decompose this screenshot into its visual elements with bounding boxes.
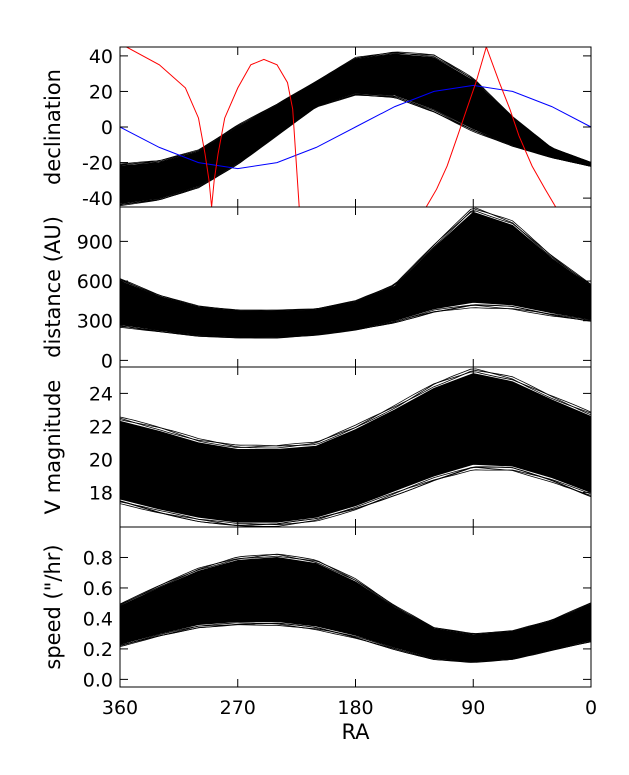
v-magnitude-track-band — [120, 373, 591, 523]
declination-track-line — [120, 55, 591, 169]
v-magnitude-track-line — [120, 377, 591, 453]
speed-ytick-label: 0.4 — [83, 608, 113, 630]
declination-ytick-label: 20 — [89, 81, 113, 103]
declination-track-line — [120, 94, 591, 207]
distance-track-line — [120, 216, 591, 313]
distance-track-line — [120, 304, 591, 339]
ra-xtick-label: 360 — [102, 697, 138, 719]
declination-track-band — [120, 53, 591, 204]
speed-track-line — [120, 618, 591, 661]
declination-panel — [120, 47, 591, 207]
distance-track-line — [120, 298, 591, 337]
v-magnitude-track-line — [120, 466, 591, 526]
declination-track-line — [120, 55, 591, 168]
declination-track-line — [120, 94, 591, 205]
galactic-plane-b-line — [425, 47, 568, 207]
ra-xtick-label: 90 — [461, 697, 485, 719]
distance-track-band — [120, 211, 591, 338]
distance-ytick-label: 600 — [77, 271, 113, 293]
v-magnitude-ytick-label: 20 — [89, 449, 113, 471]
ecliptic-line — [120, 84, 591, 170]
v-magnitude-track-line — [120, 461, 591, 521]
ra-xtick-label: 180 — [337, 697, 373, 719]
speed-ylabel: speed ("/hr) — [41, 544, 65, 669]
speed-track-line — [120, 622, 591, 662]
v-magnitude-track-line — [120, 460, 591, 521]
distance-panel — [120, 207, 591, 339]
speed-track-line — [120, 553, 591, 634]
distance-ytick-label: 0 — [101, 350, 113, 372]
speed-panel — [120, 553, 591, 663]
v-magnitude-panel — [120, 368, 591, 527]
galactic-plane-line — [126, 47, 300, 207]
speed-ytick-label: 0.6 — [83, 578, 113, 600]
distance-track-line — [120, 217, 591, 314]
declination-ylabel: declination — [41, 69, 65, 185]
distance-ylabel: distance (AU) — [41, 216, 65, 358]
v-magnitude-ytick-label: 22 — [89, 416, 113, 438]
declination-track-line — [120, 91, 591, 203]
distance-track-line — [120, 207, 591, 312]
speed-track-line — [120, 555, 591, 635]
speed-ytick-label: 0.2 — [83, 639, 113, 661]
speed-track-line — [120, 622, 591, 663]
speed-track-line — [120, 618, 591, 661]
speed-track-line — [120, 560, 591, 637]
declination-ytick-label: 0 — [101, 117, 113, 139]
distance-ytick-label: 300 — [77, 311, 113, 333]
ra-xtick-label: 270 — [220, 697, 256, 719]
v-magnitude-track-line — [120, 370, 591, 449]
distance-track-line — [120, 209, 591, 312]
speed-track-line — [120, 558, 591, 637]
declination-ytick-label: -40 — [82, 188, 113, 210]
v-magnitude-ylabel: V magnitude — [41, 380, 65, 515]
declination-track-line — [120, 90, 591, 202]
distance-ytick-label: 900 — [77, 231, 113, 253]
ra-xtick-label: 0 — [585, 697, 597, 719]
v-magnitude-track-line — [120, 466, 591, 526]
v-magnitude-track-line — [120, 368, 591, 448]
speed-ytick-label: 0.8 — [83, 547, 113, 569]
ra-xlabel: RA — [341, 720, 370, 744]
declination-ytick-label: 40 — [89, 46, 113, 68]
v-magnitude-ytick-label: 18 — [89, 482, 113, 504]
speed-ytick-label: 0.0 — [83, 669, 113, 691]
declination-ytick-label: -20 — [82, 153, 113, 175]
v-magnitude-ytick-label: 24 — [89, 383, 113, 405]
v-magnitude-track-line — [120, 378, 591, 454]
